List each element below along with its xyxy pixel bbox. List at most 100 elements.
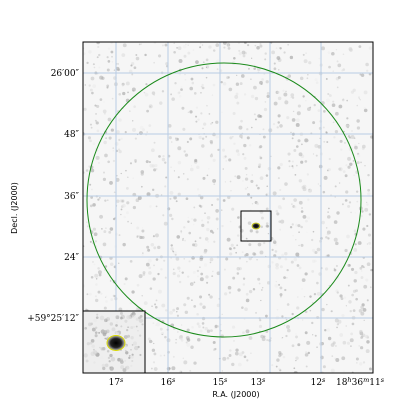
noise-speck [306, 173, 310, 176]
noise-speck [210, 123, 212, 125]
noise-speck [265, 314, 268, 318]
y-tick-label: +59°25′12″ [27, 314, 79, 324]
noise-speck [206, 329, 211, 333]
noise-speck [267, 166, 272, 171]
noise-speck [285, 334, 288, 338]
x-tick-label-part: 17 [109, 378, 121, 388]
noise-speck [205, 135, 208, 138]
noise-speck [238, 52, 242, 56]
noise-speck [245, 298, 250, 303]
noise-speck [121, 84, 124, 87]
noise-speck [321, 220, 325, 225]
noise-speck [315, 154, 318, 157]
noise-speck [160, 268, 163, 271]
y-tick-label: 26′00″ [51, 69, 80, 79]
noise-speck [140, 43, 142, 45]
noise-speck [283, 276, 286, 280]
noise-speck [356, 362, 358, 364]
noise-speck [209, 257, 214, 262]
noise-speck [159, 327, 163, 331]
noise-speck [139, 314, 143, 318]
noise-speck [336, 211, 340, 215]
noise-speck [89, 139, 92, 143]
noise-speck [106, 68, 110, 72]
noise-speck [277, 90, 280, 94]
noise-speck [244, 177, 249, 181]
noise-speck [295, 335, 298, 339]
noise-speck [349, 48, 353, 52]
noise-speck [112, 147, 115, 150]
noise-speck [160, 332, 165, 336]
noise-speck [98, 331, 101, 334]
noise-speck [107, 117, 112, 122]
noise-speck [303, 59, 308, 64]
noise-speck [334, 185, 337, 188]
noise-speck [369, 286, 372, 289]
noise-speck [366, 69, 369, 72]
noise-speck [143, 301, 148, 306]
noise-speck [215, 217, 219, 221]
noise-speck [315, 81, 319, 84]
noise-speck [108, 316, 111, 319]
noise-speck [241, 251, 244, 254]
noise-speck [243, 355, 247, 359]
noise-speck [89, 123, 92, 126]
noise-speck [229, 180, 232, 183]
noise-speck [233, 56, 236, 60]
noise-speck [91, 188, 93, 191]
noise-speck [128, 356, 131, 360]
noise-speck [120, 208, 123, 211]
noise-speck [140, 185, 143, 188]
noise-speck [164, 335, 167, 339]
noise-speck [91, 91, 94, 95]
noise-speck [88, 292, 92, 296]
noise-speck [187, 51, 191, 55]
noise-speck [108, 136, 112, 140]
noise-speck [354, 212, 357, 214]
noise-speck [172, 355, 175, 358]
noise-speck [195, 115, 198, 118]
noise-speck [307, 107, 311, 112]
noise-speck [166, 366, 171, 371]
noise-speck [300, 243, 304, 247]
noise-speck [159, 354, 162, 357]
noise-speck [352, 88, 356, 92]
noise-speck [366, 201, 368, 204]
x-tick-label-part: 18 [336, 378, 348, 388]
noise-speck [280, 219, 285, 224]
noise-speck [283, 324, 286, 327]
noise-speck [189, 110, 193, 114]
noise-speck [279, 189, 282, 192]
noise-speck [302, 214, 307, 219]
noise-speck [149, 163, 154, 168]
noise-speck [353, 174, 355, 176]
noise-speck [131, 314, 136, 319]
noise-speck [141, 253, 144, 256]
noise-speck [267, 232, 270, 235]
noise-speck [262, 135, 266, 139]
noise-speck [232, 111, 236, 115]
noise-speck [214, 324, 218, 328]
noise-speck [316, 316, 320, 319]
noise-speck [353, 279, 357, 283]
noise-speck [343, 296, 347, 299]
noise-speck [355, 297, 358, 301]
noise-speck [176, 47, 178, 49]
noise-speck [122, 242, 126, 247]
noise-speck [327, 92, 330, 96]
noise-speck [287, 328, 291, 333]
noise-speck [151, 188, 155, 192]
noise-speck [89, 240, 92, 243]
noise-speck [271, 50, 276, 55]
noise-speck [263, 107, 268, 112]
noise-speck [106, 86, 109, 89]
noise-speck [105, 300, 108, 303]
noise-speck [138, 43, 141, 46]
noise-speck [278, 354, 282, 358]
noise-speck [105, 227, 107, 230]
noise-speck [355, 357, 359, 361]
x-tick-label: 17s [109, 376, 124, 388]
noise-speck [90, 168, 95, 173]
noise-speck [151, 348, 156, 352]
noise-speck [234, 95, 239, 99]
